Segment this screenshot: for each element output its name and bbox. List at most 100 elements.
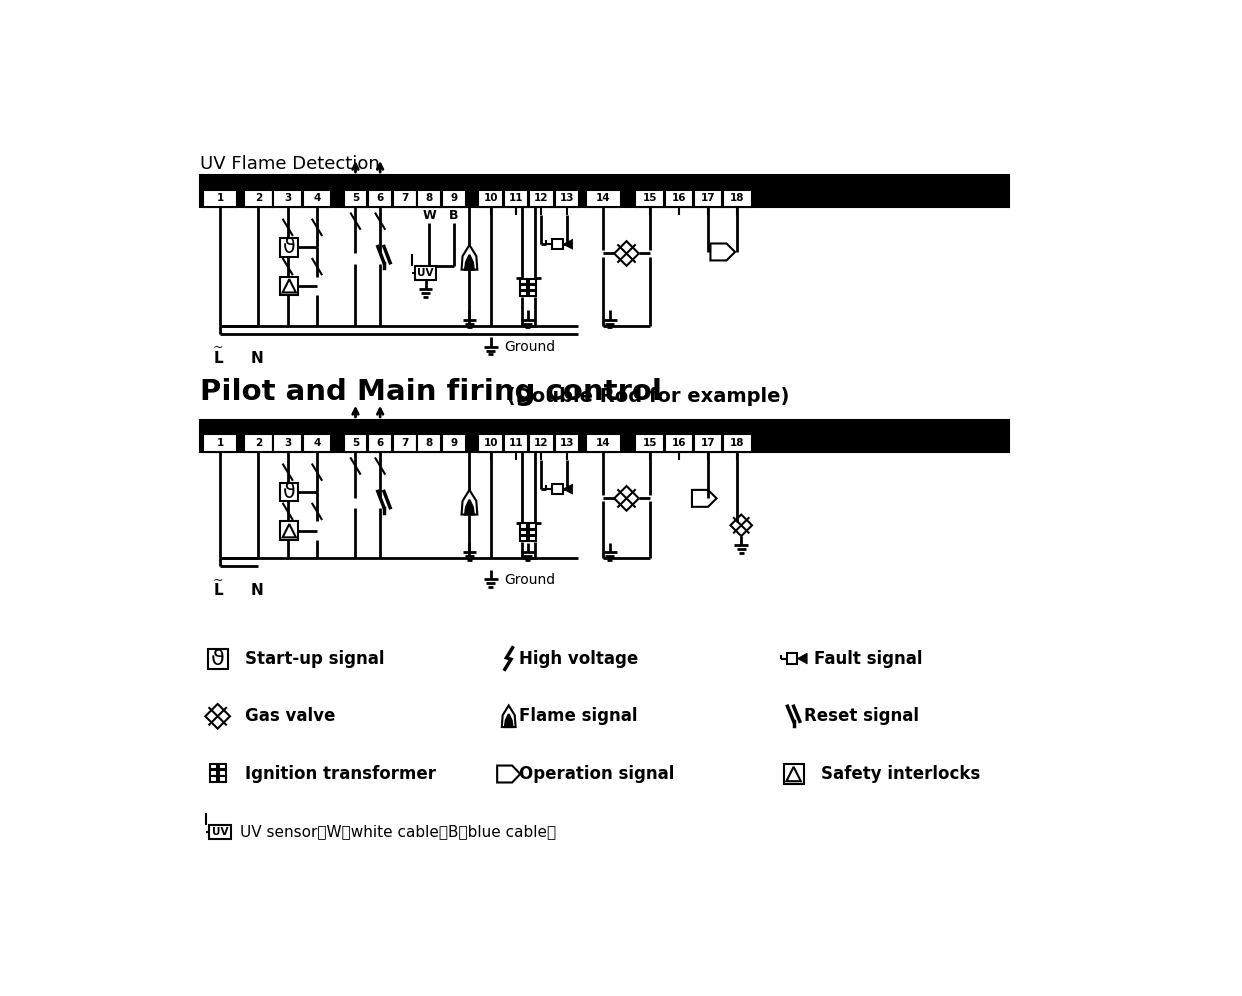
Text: UV: UV <box>211 827 229 837</box>
Bar <box>478 189 503 207</box>
Text: Gas valve: Gas valve <box>246 707 335 725</box>
Bar <box>200 420 1010 452</box>
Text: Ignition transformer: Ignition transformer <box>246 765 436 783</box>
Bar <box>417 189 441 207</box>
Text: Start-up signal: Start-up signal <box>246 649 385 667</box>
Bar <box>553 484 563 494</box>
Text: N: N <box>251 583 263 598</box>
Text: 16: 16 <box>672 438 686 448</box>
Bar <box>529 523 537 529</box>
Bar <box>204 434 237 452</box>
Text: Safety interlocks: Safety interlocks <box>821 765 981 783</box>
Bar <box>520 523 527 529</box>
Text: High voltage: High voltage <box>519 649 638 667</box>
Text: Operation signal: Operation signal <box>519 765 674 783</box>
Bar <box>694 189 723 207</box>
Text: 10: 10 <box>483 193 498 203</box>
Text: 18: 18 <box>730 438 745 448</box>
Text: ~: ~ <box>212 574 224 587</box>
Bar <box>529 536 537 541</box>
Bar <box>529 434 554 452</box>
Text: B: B <box>450 208 458 221</box>
Bar <box>636 189 664 207</box>
Bar <box>529 189 554 207</box>
Text: 12: 12 <box>534 438 549 448</box>
Text: UV: UV <box>417 268 433 278</box>
Bar <box>664 434 693 452</box>
Text: 1: 1 <box>216 193 224 203</box>
Bar <box>442 189 466 207</box>
Bar <box>664 189 693 207</box>
Text: L: L <box>214 583 222 598</box>
Text: 11: 11 <box>509 193 523 203</box>
Polygon shape <box>465 255 474 270</box>
Bar <box>415 266 436 280</box>
Text: 7: 7 <box>401 438 409 448</box>
Text: W: W <box>422 208 436 221</box>
Polygon shape <box>563 239 573 249</box>
Text: 6: 6 <box>376 438 384 448</box>
Bar <box>553 239 563 249</box>
Bar <box>200 175 1010 207</box>
Bar <box>520 536 527 541</box>
Text: 3: 3 <box>284 193 292 203</box>
Bar <box>723 189 751 207</box>
Bar <box>504 434 528 452</box>
Bar <box>417 434 441 452</box>
Bar <box>368 189 392 207</box>
Text: Reset signal: Reset signal <box>804 707 919 725</box>
Polygon shape <box>797 653 807 664</box>
Bar <box>529 285 537 290</box>
Bar <box>245 189 273 207</box>
Text: 1: 1 <box>216 438 224 448</box>
Bar <box>279 238 298 257</box>
Bar <box>303 189 332 207</box>
Bar <box>279 483 298 501</box>
Bar <box>344 434 368 452</box>
Text: ϑ: ϑ <box>283 237 296 257</box>
Bar <box>245 434 273 452</box>
Text: 4: 4 <box>313 438 320 448</box>
Text: Flame signal: Flame signal <box>519 707 637 725</box>
Text: 9: 9 <box>451 193 457 203</box>
Text: 13: 13 <box>560 438 574 448</box>
Bar <box>504 189 528 207</box>
Text: 17: 17 <box>700 193 715 203</box>
Bar <box>478 434 503 452</box>
Polygon shape <box>563 484 573 494</box>
Text: 6: 6 <box>376 193 384 203</box>
Text: 11: 11 <box>509 438 523 448</box>
Text: 5: 5 <box>351 438 359 448</box>
Text: 2: 2 <box>255 438 262 448</box>
Polygon shape <box>504 714 513 727</box>
Text: ϑ: ϑ <box>283 482 296 502</box>
Bar <box>204 189 237 207</box>
Bar <box>303 434 332 452</box>
Bar <box>586 434 621 452</box>
Polygon shape <box>465 500 474 515</box>
Text: 18: 18 <box>730 193 745 203</box>
Text: 14: 14 <box>596 193 611 203</box>
Text: L: L <box>214 351 222 366</box>
Bar <box>219 764 226 769</box>
Bar <box>723 434 751 452</box>
Text: Ground: Ground <box>504 341 555 355</box>
Text: 8: 8 <box>426 438 433 448</box>
Text: 4: 4 <box>313 193 320 203</box>
Bar <box>529 530 537 535</box>
Text: 3: 3 <box>284 438 292 448</box>
Bar <box>529 279 537 284</box>
Text: Pilot and Main firing control: Pilot and Main firing control <box>200 377 662 406</box>
Bar <box>207 648 227 668</box>
Bar <box>279 522 298 540</box>
Text: 17: 17 <box>700 438 715 448</box>
Bar <box>636 434 664 452</box>
Bar <box>520 530 527 535</box>
Bar <box>520 291 527 296</box>
Text: (Double Rod for example): (Double Rod for example) <box>501 387 790 406</box>
Bar <box>210 764 217 769</box>
Bar <box>392 189 416 207</box>
Text: Ground: Ground <box>504 573 555 587</box>
Text: 15: 15 <box>642 438 657 448</box>
Bar <box>520 279 527 284</box>
